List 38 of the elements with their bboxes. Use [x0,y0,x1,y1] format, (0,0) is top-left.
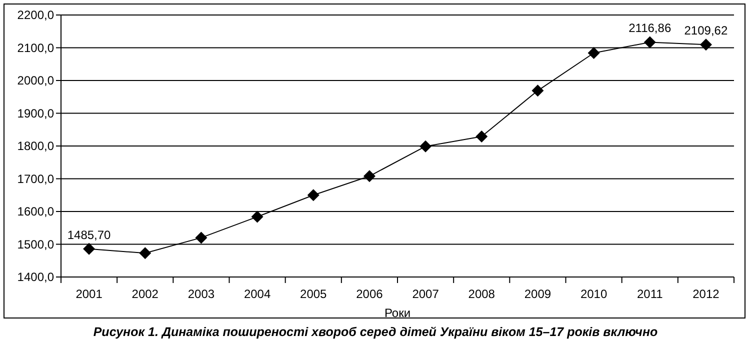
y-tick-label: 1500,0 [17,237,54,252]
y-tick-label: 2200,0 [17,8,54,22]
y-tick-label: 1400,0 [17,270,54,284]
point [588,46,600,59]
x-tick-label: 2004 [244,287,271,301]
y-tick-label: 1800,0 [17,139,54,154]
point [139,247,152,260]
point [307,189,320,202]
point [532,84,544,97]
x-tick-label: 2011 [636,287,664,301]
text: Рисунок 1. Динаміка поширеності хвороб серед дітей України віком 15–17 років включно [93,325,658,339]
point [476,130,488,143]
y-tick-label: 2000,0 [17,74,54,88]
x-tick-label: 2005 [300,287,328,301]
point [363,170,376,182]
point [644,36,656,48]
point [420,140,432,152]
x-tick-label: 2010 [580,287,608,301]
point [83,242,96,255]
y-tick-label: 1700,0 [17,172,54,186]
y-tick-label: 1900,0 [17,106,54,120]
x-tick-label: 2002 [132,287,159,301]
x-tick-label: 2007 [412,287,440,301]
x-tick-label: 2006 [356,287,384,301]
point [251,210,264,223]
x-tick-label: 2001 [76,287,103,301]
x-tick-label: 2009 [524,287,552,301]
data-label: 2116,86 [628,21,672,36]
data-label: 2109,62 [684,24,728,38]
x-tick-label: 2008 [468,287,496,301]
y-tick-label: 1600,0 [17,204,54,219]
y-tick-label: 2100,0 [17,40,54,55]
x-axis-title: Роки [384,306,411,320]
x-tick-label: 2003 [188,287,215,301]
x-tick-label: 2012 [692,287,720,301]
data-label: 1485,70 [67,228,112,242]
point [195,232,208,244]
point [700,38,712,51]
